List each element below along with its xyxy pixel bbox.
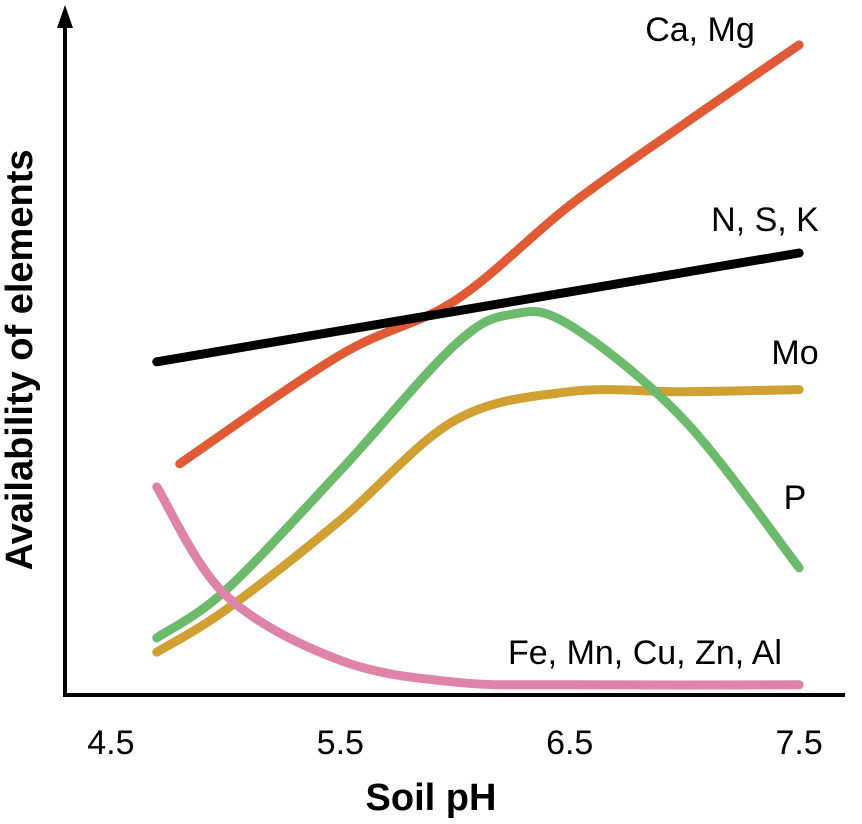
y-axis-label: Availability of elements [0, 150, 41, 571]
series-label: Mo [771, 334, 818, 372]
series-line [152, 307, 804, 643]
series-label: Ca, Mg [645, 11, 755, 49]
series-label: P [784, 479, 807, 517]
series-line [152, 482, 804, 690]
y-axis-arrow [57, 5, 73, 28]
x-tick-label: 6.5 [546, 724, 593, 762]
series-line [152, 248, 804, 367]
series-label: N, S, K [711, 201, 819, 239]
series-line [175, 40, 804, 469]
x-tick-label: 7.5 [775, 724, 822, 762]
x-tick-label: 4.5 [87, 724, 134, 762]
x-tick-label: 5.5 [317, 724, 364, 762]
x-axis-label: Soil pH [366, 777, 497, 819]
series-label: Fe, Mn, Cu, Zn, Al [508, 634, 782, 672]
